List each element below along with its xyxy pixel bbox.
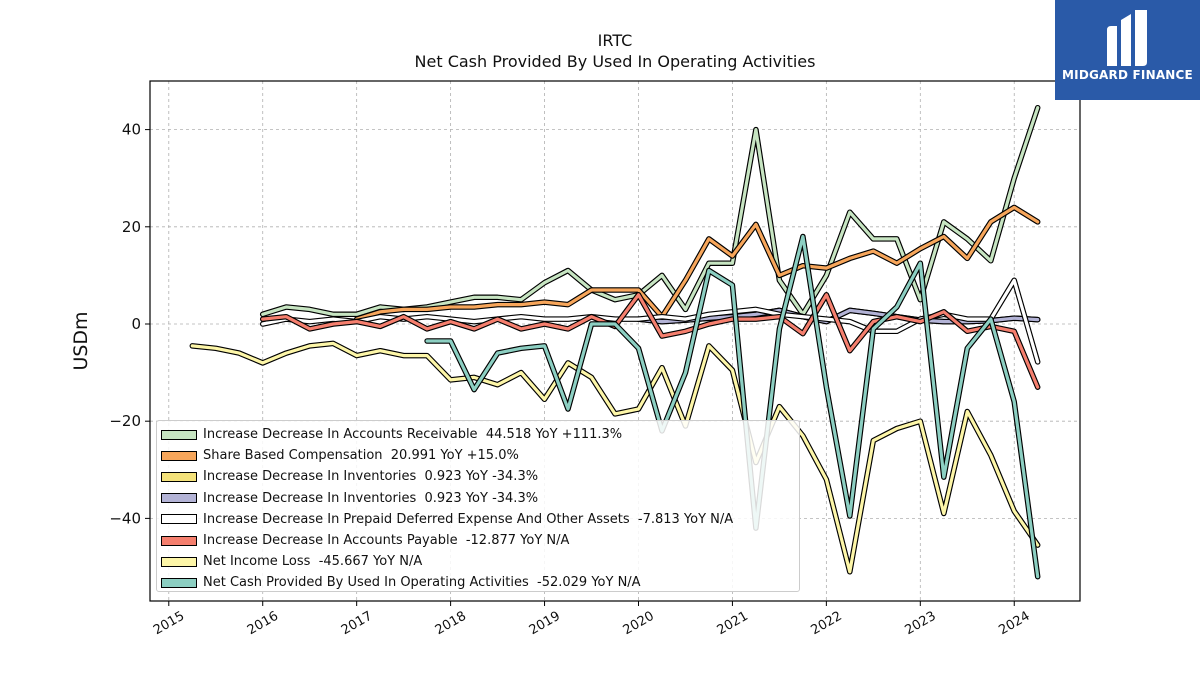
legend-item: Increase Decrease In Prepaid Deferred Ex…	[159, 509, 799, 530]
legend-label: Increase Decrease In Inventories 0.923 Y…	[203, 490, 539, 506]
legend-label: Share Based Compensation 20.991 YoY +15.…	[203, 448, 519, 464]
series-line	[424, 233, 1041, 580]
y-axis-label: USDm	[70, 311, 92, 370]
plot-frame	[149, 80, 1081, 602]
y-axis: 40 20 0 −20 −40	[109, 121, 150, 527]
legend-label: Net Cash Provided By Used In Operating A…	[203, 575, 641, 591]
x-tick-label: 2022	[809, 609, 845, 639]
y-tick-label: −40	[109, 509, 141, 527]
series-line	[353, 204, 1041, 322]
legend-item: Net Income Loss -45.667 YoY N/A	[159, 551, 799, 572]
series-stroke	[261, 293, 1040, 389]
y-tick-label: 20	[122, 218, 141, 236]
brand-logo: MIDGARD FINANCE	[1055, 0, 1200, 100]
chart-subtitle: Net Cash Provided By Used In Operating A…	[414, 52, 816, 71]
legend-item: Net Cash Provided By Used In Operating A…	[159, 572, 799, 593]
series-line	[189, 340, 1041, 575]
x-tick-label: 2016	[245, 609, 281, 639]
y-tick-label: 0	[131, 315, 141, 333]
chart-title: IRTC	[597, 31, 633, 50]
series-line	[259, 292, 1041, 390]
legend-swatch	[161, 577, 197, 588]
y-tick-label: 40	[122, 121, 141, 139]
x-axis: 2015 2016 2017 2018 2019 2020 2021 2022 2023 2024	[151, 601, 1033, 638]
legend-swatch	[161, 493, 197, 504]
logo-mark-icon	[1107, 10, 1147, 66]
legend-item: Increase Decrease In Inventories 0.923 Y…	[159, 466, 799, 487]
legend-swatch	[161, 556, 197, 567]
legend-swatch	[161, 450, 197, 461]
legend-item: Increase Decrease In Accounts Receivable…	[159, 424, 799, 445]
legend-label: Increase Decrease In Accounts Payable -1…	[203, 533, 570, 549]
y-tick-label: −20	[109, 412, 141, 430]
series-stroke	[425, 234, 1040, 579]
legend-label: Increase Decrease In Prepaid Deferred Ex…	[203, 511, 734, 527]
series-stroke	[190, 341, 1040, 574]
x-tick-label: 2021	[715, 609, 751, 639]
x-tick-label: 2023	[902, 609, 938, 639]
legend-swatch	[161, 471, 197, 482]
x-tick-label: 2019	[527, 609, 563, 639]
logo-text: MIDGARD FINANCE	[1062, 68, 1193, 82]
legend-item: Share Based Compensation 20.991 YoY +15.…	[159, 445, 799, 466]
legend-item: Increase Decrease In Accounts Payable -1…	[159, 530, 799, 551]
x-tick-label: 2024	[996, 609, 1032, 639]
x-tick-label: 2018	[433, 609, 469, 639]
x-tick-label: 2020	[621, 609, 657, 639]
legend-label: Increase Decrease In Inventories 0.923 Y…	[203, 469, 539, 485]
legend-swatch	[161, 429, 197, 440]
legend-label: Increase Decrease In Accounts Receivable…	[203, 427, 623, 443]
legend-swatch	[161, 514, 197, 525]
series-layer	[189, 104, 1041, 580]
x-tick-label: 2015	[151, 609, 187, 639]
chart-legend: Increase Decrease In Accounts Receivable…	[156, 420, 800, 592]
legend-item: Increase Decrease In Inventories 0.923 Y…	[159, 488, 799, 509]
series-stroke	[355, 205, 1040, 321]
legend-label: Net Income Loss -45.667 YoY N/A	[203, 554, 423, 570]
x-tick-label: 2017	[339, 609, 375, 639]
legend-swatch	[161, 535, 197, 546]
